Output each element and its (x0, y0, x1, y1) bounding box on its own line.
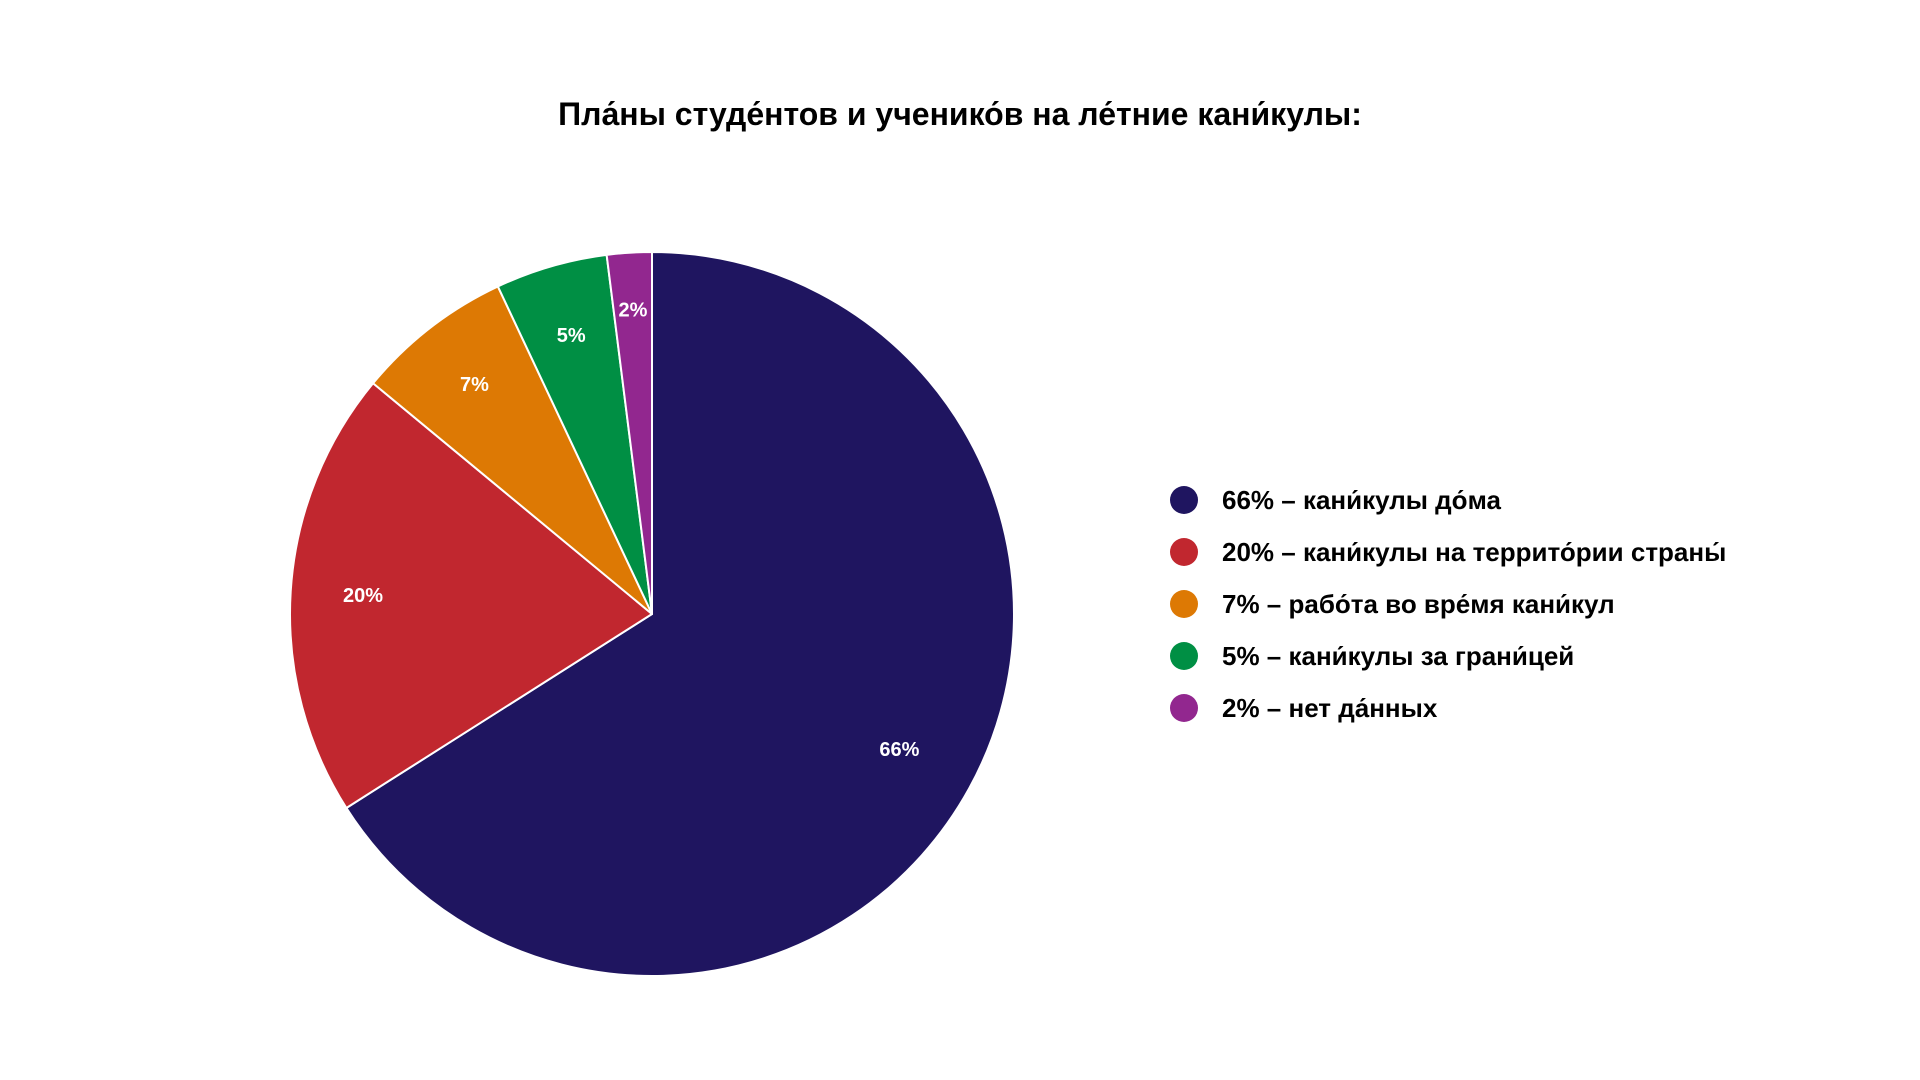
pie-slices (288, 250, 1015, 977)
legend-item: 2% – нет да́нных (1170, 682, 1726, 734)
slice-data-label: 66% (879, 739, 919, 761)
slice-data-label: 20% (343, 585, 383, 607)
legend-item: 7% – рабо́та во вре́мя кани́кул (1170, 578, 1726, 630)
pie-data-labels: 66% 20% 7% 5% 2% (343, 300, 920, 762)
legend-marker (1170, 486, 1198, 514)
pie-slice (605, 250, 653, 615)
legend-item: 66% – кани́кулы до́ма (1170, 474, 1726, 526)
pie-slice (372, 285, 653, 615)
legend-marker (1170, 538, 1198, 566)
chart-title: Пла́ны студе́нтов и ученико́в на ле́тние… (558, 96, 1362, 132)
legend-label: 2% – нет да́нных (1222, 692, 1438, 723)
legend-item: 5% – кани́кулы за грани́цей (1170, 630, 1726, 682)
legend-label: 7% – рабо́та во вре́мя кани́кул (1222, 588, 1615, 619)
pie-slice (345, 251, 1015, 977)
legend-marker (1170, 694, 1198, 722)
slice-data-label: 7% (460, 374, 489, 396)
legend-label: 5% – кани́кулы за грани́цей (1222, 640, 1575, 671)
legend-item: 20% – кани́кулы на террито́рии страны́ (1170, 526, 1726, 578)
legend-marker (1170, 642, 1198, 670)
legend-label: 20% – кани́кулы на террито́рии страны́ (1222, 536, 1727, 567)
slice-data-label: 2% (618, 300, 647, 322)
chart-legend: 66% – кани́кулы до́ма 20% – кани́кулы на… (1170, 474, 1726, 734)
pie-slice (288, 382, 653, 809)
legend-marker (1170, 590, 1198, 618)
legend-label: 66% – кани́кулы до́ма (1222, 484, 1501, 515)
slice-data-label: 5% (557, 325, 586, 347)
